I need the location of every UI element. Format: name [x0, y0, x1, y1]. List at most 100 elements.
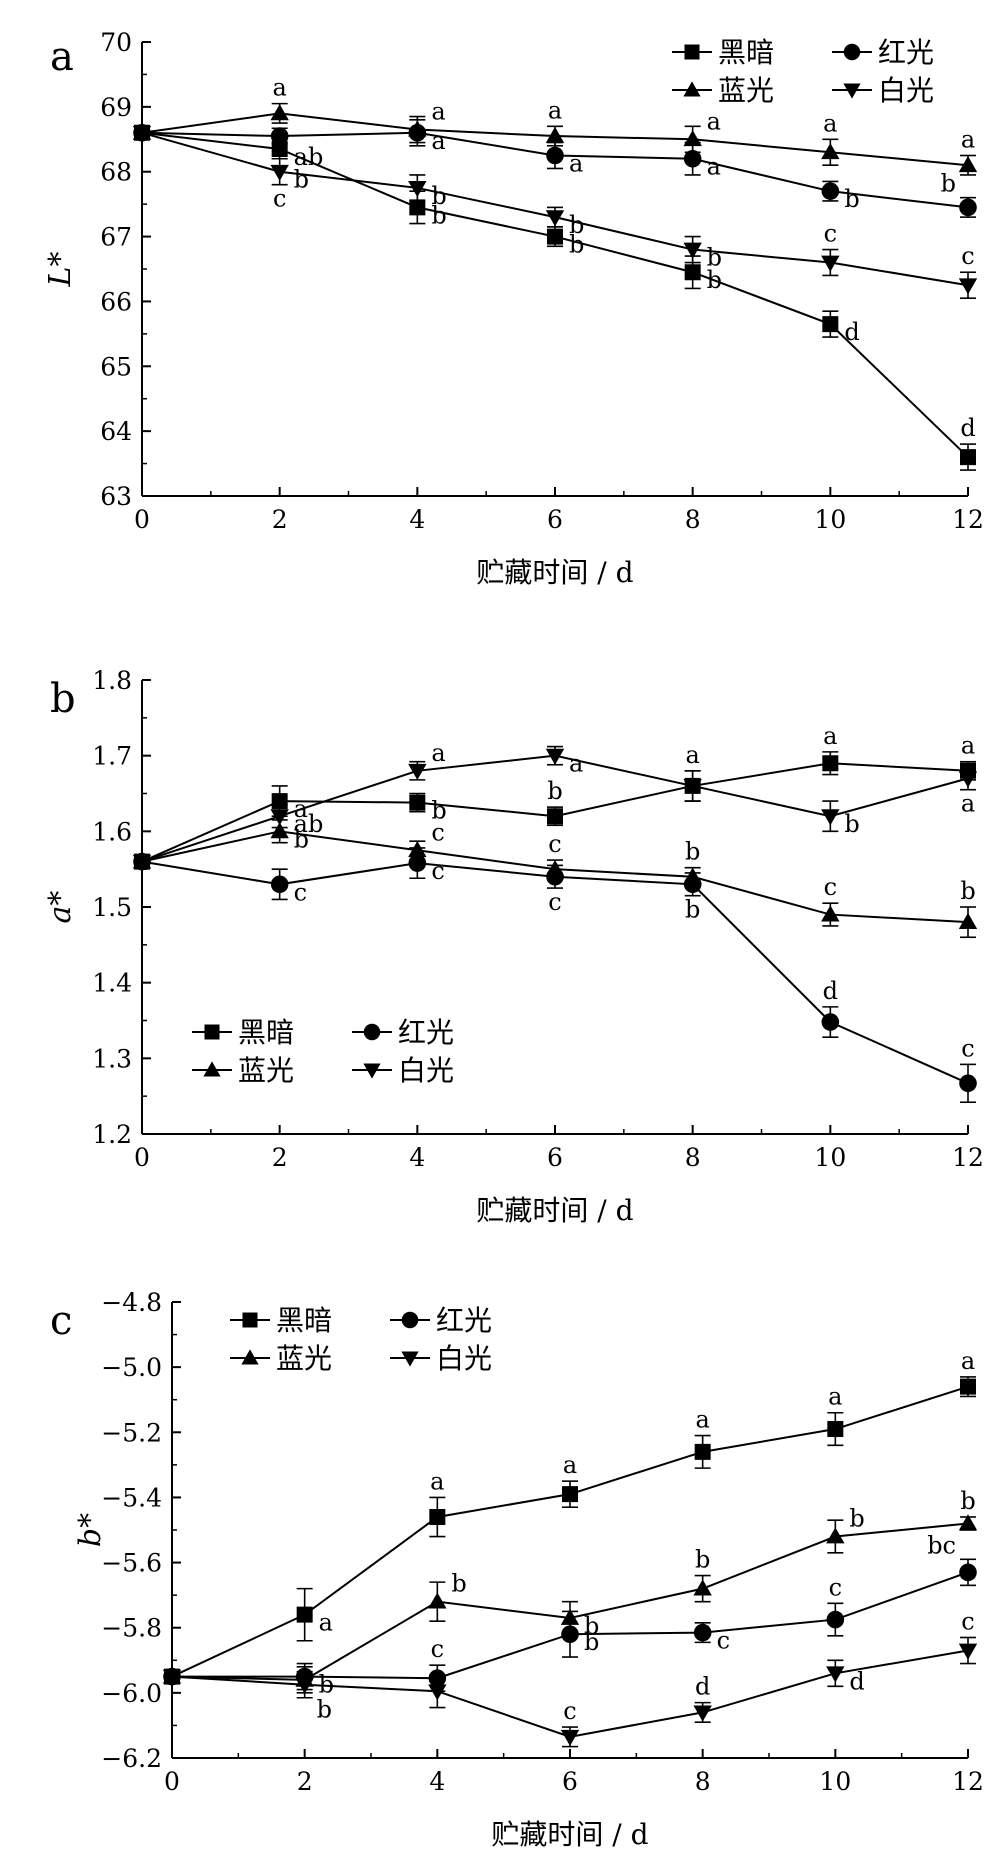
x-tick-label: 6 — [562, 1767, 578, 1796]
data-point — [296, 1606, 313, 1623]
significance-label: a — [430, 1467, 444, 1495]
significance-label: b — [695, 1546, 710, 1574]
significance-label: a — [563, 1451, 577, 1479]
significance-label: a — [431, 739, 445, 767]
significance-label: a — [961, 732, 975, 760]
significance-label: c — [829, 1573, 842, 1601]
legend-marker — [363, 1023, 381, 1041]
significance-label: b — [584, 1628, 599, 1656]
x-tick-label: 6 — [547, 505, 563, 534]
data-point — [545, 748, 565, 765]
data-point — [270, 875, 289, 894]
significance-label: a — [823, 722, 837, 750]
data-point — [821, 143, 840, 160]
significance-label: b — [960, 1487, 975, 1515]
significance-label: b — [317, 1696, 332, 1724]
data-point — [545, 859, 565, 877]
legend-label: 蓝光 — [718, 74, 774, 107]
data-point — [132, 854, 152, 871]
legend-marker — [683, 81, 701, 97]
legend-label: 蓝光 — [276, 1342, 332, 1375]
series-triangle-down: b cd dc — [162, 1607, 978, 1748]
chart-panel-b: 1.2 1.3 1.4 1.5 1.6 1.7 1.8 0 2 4 6 8 10 12 贮藏时间 / d a*… — [43, 666, 984, 1227]
legend-label: 白光 — [878, 74, 934, 107]
data-point — [960, 1378, 976, 1395]
significance-label: c — [548, 830, 561, 858]
data-point — [958, 156, 978, 173]
series-triangle-up: b c c bc b — [132, 818, 978, 939]
y-tick-label: 1.5 — [92, 893, 132, 922]
significance-label: c — [431, 1635, 444, 1663]
significance-label: c — [563, 1697, 576, 1725]
y-tick-label: 69 — [100, 93, 132, 122]
data-point — [684, 264, 701, 281]
data-point — [958, 771, 978, 788]
data-point — [821, 182, 840, 200]
data-point — [270, 809, 289, 826]
significance-label: b — [685, 838, 700, 866]
significance-label: c — [717, 1627, 730, 1655]
legend-label: 蓝光 — [238, 1054, 294, 1087]
significance-label: a — [319, 1609, 333, 1637]
y-axis-label: L* — [43, 252, 78, 288]
significance-label: a — [707, 153, 721, 181]
x-tick-label: 2 — [272, 505, 288, 534]
data-point — [822, 316, 839, 333]
panel-letter: c — [50, 1298, 72, 1344]
x-tick-label: 4 — [409, 505, 425, 534]
significance-label: b — [844, 810, 859, 838]
series-triangle-up: aa a a aa — [132, 74, 978, 176]
legend-marker — [401, 1311, 419, 1329]
significance-label: a — [828, 1383, 842, 1411]
panel-letter: a — [50, 34, 74, 80]
significance-label: a — [431, 127, 445, 155]
data-point — [408, 120, 427, 137]
data-point — [683, 867, 702, 884]
data-point — [428, 1684, 447, 1701]
data-point — [693, 1623, 712, 1642]
legend-marker — [203, 1061, 221, 1077]
legend-marker — [363, 1063, 381, 1079]
data-point — [821, 905, 840, 922]
data-point — [270, 822, 289, 839]
x-tick-label: 8 — [685, 1143, 701, 1172]
legend-label: 黑暗 — [238, 1016, 294, 1049]
legend-label: 黑暗 — [718, 36, 774, 69]
y-tick-label: 1.2 — [92, 1120, 132, 1149]
significance-label: d — [844, 318, 859, 346]
legend-marker — [684, 44, 700, 60]
data-point — [821, 809, 840, 826]
x-tick-label: 12 — [952, 505, 984, 534]
significance-label: a — [569, 150, 583, 178]
significance-label: b — [294, 825, 309, 853]
data-point — [270, 164, 289, 181]
data-point — [959, 1074, 977, 1093]
legend-label: 红光 — [436, 1304, 492, 1337]
significance-label: c — [961, 1607, 974, 1635]
y-tick-label: −5.2 — [101, 1418, 162, 1447]
significance-label: c — [824, 873, 837, 901]
significance-label: a — [961, 1347, 975, 1375]
data-point — [959, 198, 977, 217]
data-point — [693, 1705, 712, 1722]
x-axis-label: 贮藏时间 / d — [476, 1194, 633, 1227]
y-tick-label: 63 — [100, 482, 132, 511]
significance-label: a — [431, 98, 445, 126]
significance-label: c — [431, 818, 444, 846]
y-tick-label: 66 — [100, 287, 132, 316]
y-tick-label: 1.6 — [92, 817, 132, 846]
significance-label: b — [707, 244, 722, 272]
data-point — [958, 278, 978, 295]
data-point — [270, 104, 289, 121]
legend-label: 白光 — [398, 1054, 454, 1087]
x-tick-label: 8 — [685, 505, 701, 534]
data-point — [547, 228, 563, 245]
data-point — [295, 1677, 314, 1694]
data-point — [683, 130, 702, 147]
legend-label: 白光 — [436, 1342, 492, 1375]
